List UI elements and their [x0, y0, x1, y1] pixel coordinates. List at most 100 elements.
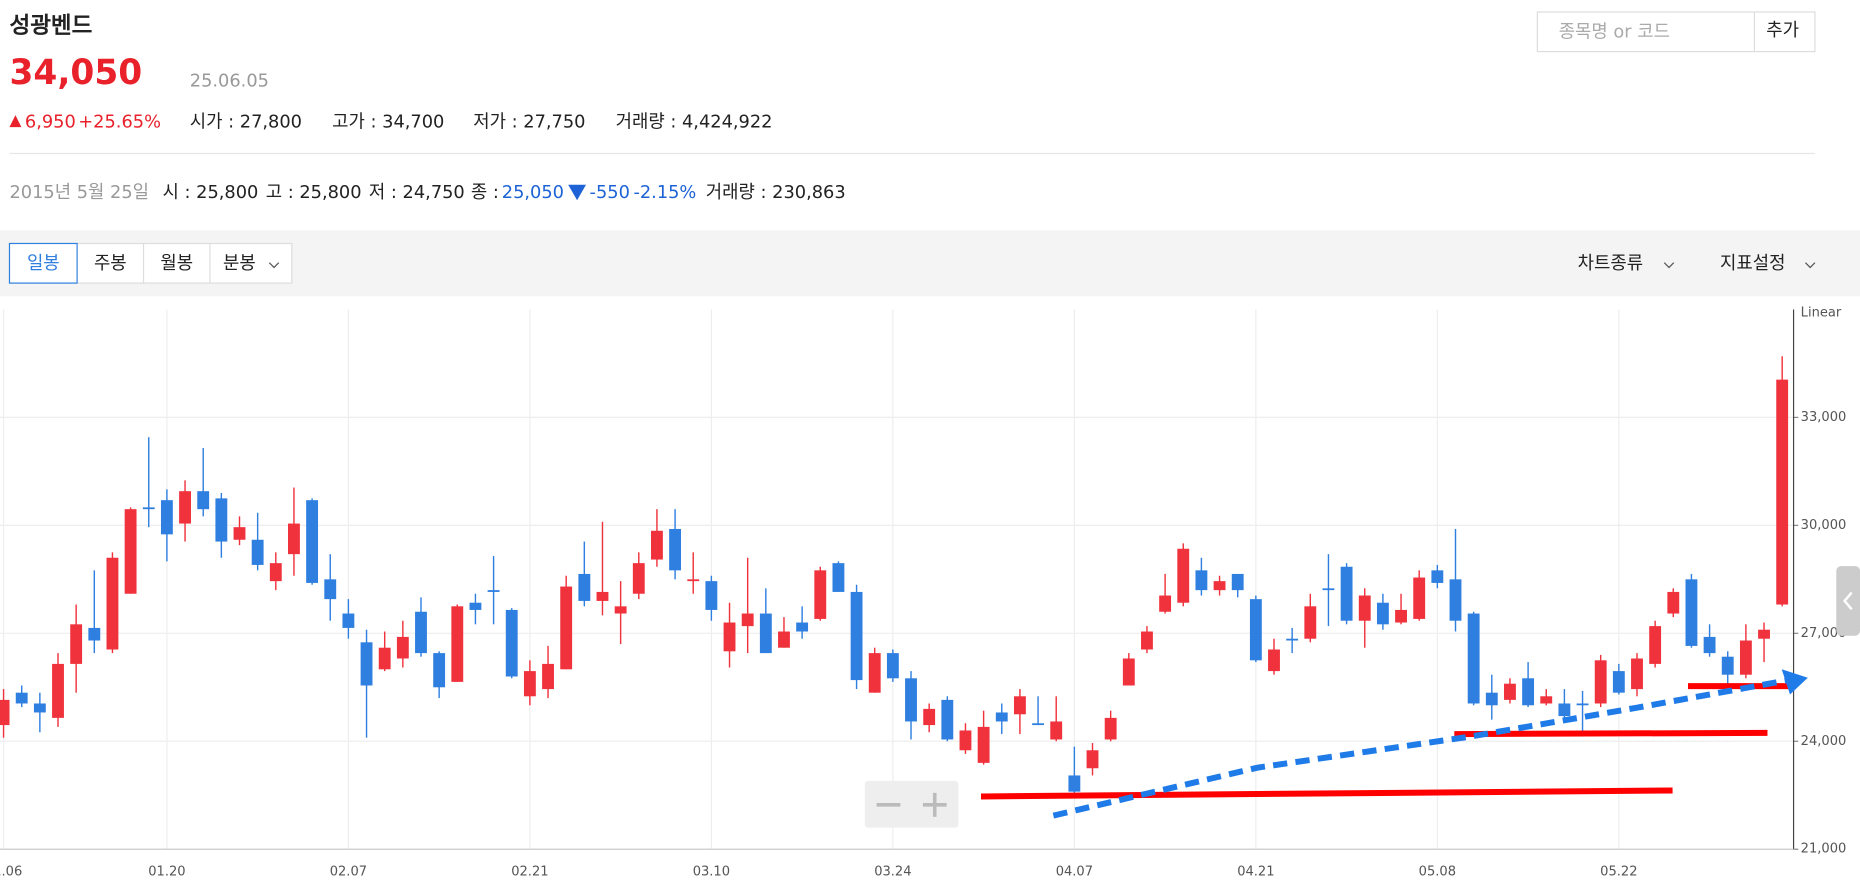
candle-body [52, 663, 64, 718]
candle-body [705, 581, 718, 610]
y-tick-label: 33,000 [1801, 410, 1847, 425]
candle-body [360, 642, 373, 686]
chart: Linear 21,000 24,000 27,000 30,000 33,000 01.0… [0, 306, 1846, 880]
add-button[interactable]: 추가 [1766, 20, 1799, 41]
stat: 거래량 : 4,424,922 [616, 111, 773, 132]
candle-body [160, 500, 173, 535]
candle-body [614, 606, 627, 614]
candle-body [741, 613, 754, 627]
candle-body [324, 579, 337, 600]
candle-body [814, 570, 827, 619]
candle-body [1721, 656, 1734, 675]
chart-type-menu[interactable]: 차트종류 [1578, 253, 1643, 274]
candle-body [1086, 750, 1099, 769]
side-tab[interactable] [1836, 566, 1860, 636]
toolbar [0, 230, 1860, 297]
info-change: -550 [590, 182, 630, 203]
candle-body [560, 586, 573, 670]
candle-body [796, 622, 809, 632]
candle-body [1340, 566, 1353, 621]
candle-body [142, 507, 155, 510]
candle-body [868, 653, 881, 693]
search-placeholder: 종목명 or 코드 [1559, 21, 1670, 42]
candle-body [342, 613, 355, 628]
x-tick-label: 04.07 [1056, 864, 1093, 879]
tab[interactable]: 월봉 [160, 253, 193, 274]
candle-body [1249, 599, 1262, 661]
candle-body [1449, 579, 1462, 621]
chevron [268, 262, 280, 269]
tab[interactable]: 주봉 [94, 253, 127, 274]
tab[interactable]: 분봉 [223, 253, 256, 274]
tab[interactable]: 일봉 [27, 253, 60, 274]
scale-label: Linear [1801, 306, 1842, 321]
candle-body [1159, 595, 1172, 612]
candle-body [923, 708, 936, 726]
candle-body [1649, 626, 1662, 664]
info-close: 25,050 [502, 182, 564, 203]
candle-body [1431, 570, 1444, 583]
candle-body [179, 491, 191, 524]
x-tick-label: 01.06 [0, 864, 22, 879]
candle-body [941, 699, 954, 740]
candle-body [1322, 588, 1335, 591]
candle-body [759, 613, 772, 654]
x-tick-label: 01.20 [148, 864, 185, 879]
candle-body [832, 563, 845, 592]
candle-body [523, 671, 536, 697]
chevron [1805, 262, 1816, 269]
candle-body [433, 653, 446, 688]
candle-body [215, 498, 228, 542]
stat: 저가 : 27,750 [473, 111, 585, 132]
x-tick-label: 03.24 [874, 864, 911, 879]
candle-body [651, 530, 663, 560]
y-tick-label: 24,000 [1801, 734, 1847, 749]
tab-selected[interactable] [8, 242, 78, 284]
candle-body [1758, 629, 1770, 639]
candle-body [1631, 658, 1643, 690]
price: 34,050 [9, 53, 142, 93]
candle-body [669, 528, 682, 571]
candle-body [1703, 636, 1716, 654]
candle-body [905, 678, 917, 722]
date: 25.06.05 [190, 71, 269, 92]
candle-body [15, 692, 28, 704]
candle-body [1395, 609, 1407, 623]
candle-body [578, 573, 591, 601]
candle-body [88, 627, 101, 641]
candle-body [596, 591, 609, 601]
candle-body [542, 663, 554, 690]
x-tick-label: 05.22 [1600, 864, 1637, 879]
info-change-pct: -2.15% [633, 182, 696, 203]
candle-body [233, 527, 246, 540]
candle-body [1195, 570, 1208, 591]
candle-body [1231, 573, 1244, 591]
candle-body [469, 602, 482, 610]
candle-body [378, 647, 391, 670]
candle-body [505, 609, 518, 677]
candle-body [197, 491, 210, 510]
up-icon [9, 115, 22, 128]
candle-body [1122, 658, 1135, 686]
change-pct: +25.65% [78, 111, 161, 132]
drawn-line [1454, 729, 1768, 738]
candle-body [1068, 775, 1081, 792]
candle-body [1667, 591, 1680, 614]
indicator-menu[interactable]: 지표설정 [1720, 253, 1785, 274]
x-tick-label: 02.21 [511, 864, 548, 879]
candle-body [1467, 613, 1480, 704]
candle-body [33, 703, 46, 713]
search-box[interactable] [1536, 11, 1816, 53]
candle-body [778, 631, 790, 648]
info-date: 2015년 5월 25일 [9, 182, 149, 203]
change: 6,950 [25, 111, 76, 132]
info-high: 고 : 25,800 [266, 182, 362, 203]
x-tick-label: 04.21 [1237, 864, 1274, 879]
candle-body [850, 591, 863, 681]
candle-body [1485, 692, 1498, 706]
stat: 시가 : 27,800 [190, 111, 302, 132]
candle-body [1558, 703, 1571, 717]
candle-body [1177, 548, 1190, 603]
